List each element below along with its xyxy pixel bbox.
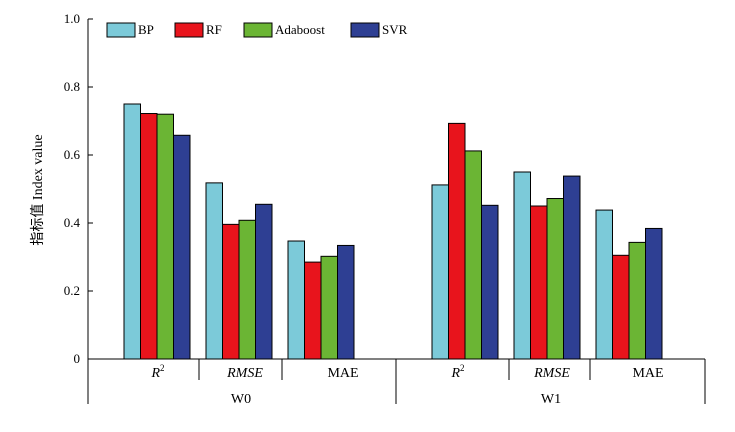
- metric-label: MAE: [632, 366, 663, 381]
- bar-w0-mae-svr: [337, 244, 355, 360]
- bar-w1-r-rf: [448, 122, 466, 360]
- bar-w1-rmse-adaboost: [546, 198, 564, 360]
- legend-swatch-adaboost: [243, 22, 273, 38]
- legend-swatch-rf: [174, 22, 204, 38]
- y-tick-label: 0.6: [64, 147, 81, 162]
- bars: [123, 103, 663, 360]
- bar-w0-rmse-svr: [255, 203, 273, 360]
- bar-w0-mae-bp: [287, 240, 305, 360]
- y-tick-label: 0.2: [64, 283, 80, 298]
- y-tick-label: 0: [74, 351, 81, 366]
- metric-label: R2: [150, 363, 164, 381]
- y-tick-label: 0.4: [64, 215, 81, 230]
- metric-label: RMSE: [533, 366, 570, 381]
- group-label-w0: W0: [231, 392, 251, 407]
- bar-w0-r-bp: [123, 103, 141, 360]
- bar-w0-mae-adaboost: [320, 255, 338, 360]
- legend-swatch-bp: [106, 22, 136, 38]
- bar-w1-rmse-rf: [530, 205, 548, 360]
- bar-w1-mae-svr: [645, 227, 663, 360]
- bar-w1-mae-rf: [612, 254, 630, 360]
- legend-label-bp: BP: [138, 22, 154, 37]
- bar-w0-r-svr: [173, 134, 191, 360]
- legend-swatch-svr: [350, 22, 380, 38]
- bar-w0-mae-rf: [304, 261, 322, 360]
- legend-label-svr: SVR: [382, 22, 408, 37]
- bar-w1-mae-bp: [595, 209, 613, 360]
- legend-label-adaboost: Adaboost: [275, 22, 325, 37]
- group-label-w1: W1: [541, 392, 561, 407]
- bar-w0-r-rf: [140, 113, 158, 360]
- y-tick-label: 0.8: [64, 79, 80, 94]
- bar-w1-rmse-svr: [563, 175, 581, 360]
- y-axis-label: 指标值 Index value: [30, 134, 46, 245]
- metric-label: RMSE: [226, 366, 263, 381]
- bar-w1-mae-adaboost: [628, 241, 646, 360]
- bar-w1-r-svr: [481, 204, 499, 360]
- legend: BP RF Adaboost SVR: [106, 22, 408, 38]
- metric-label: R2: [450, 363, 464, 381]
- bar-w0-r-adaboost: [156, 113, 174, 360]
- bar-w1-r-adaboost: [464, 150, 482, 360]
- y-tick-label: 1.0: [64, 11, 80, 26]
- bar-w0-rmse-rf: [222, 223, 240, 360]
- bar-w1-rmse-bp: [513, 171, 531, 360]
- legend-label-rf: RF: [206, 22, 222, 37]
- bar-w1-r-bp: [431, 184, 449, 360]
- bar-w0-rmse-bp: [205, 182, 223, 360]
- bar-w0-rmse-adaboost: [238, 219, 256, 360]
- metric-label: MAE: [327, 366, 358, 381]
